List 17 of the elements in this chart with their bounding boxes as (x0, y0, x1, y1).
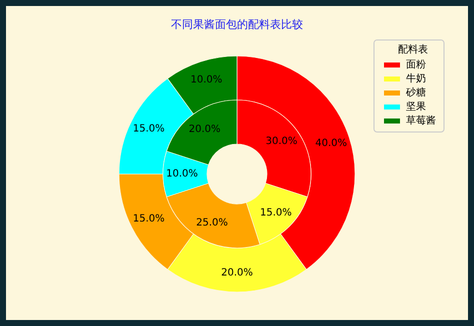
data-label: 20.0% (188, 124, 221, 136)
chart-title: 不同果酱面包的配料表比较 (171, 18, 303, 31)
data-label: 10.0% (166, 168, 198, 180)
data-label: 10.0% (190, 74, 222, 86)
data-label: 30.0% (266, 136, 298, 148)
legend-label: 牛奶 (406, 72, 426, 84)
data-label: 20.0% (221, 268, 253, 278)
data-label: 40.0% (315, 138, 348, 149)
data-label: 25.0% (196, 218, 228, 229)
legend-title: 配料表 (398, 44, 428, 56)
data-label: 15.0% (260, 207, 292, 218)
legend-label: 草莓酱 (406, 114, 436, 126)
data-label: 15.0% (132, 124, 165, 135)
data-label: 15.0% (132, 213, 165, 224)
legend-label: 坚果 (406, 100, 426, 112)
legend-label: 面粉 (406, 58, 426, 70)
legend-label: 砂糖 (405, 86, 426, 98)
